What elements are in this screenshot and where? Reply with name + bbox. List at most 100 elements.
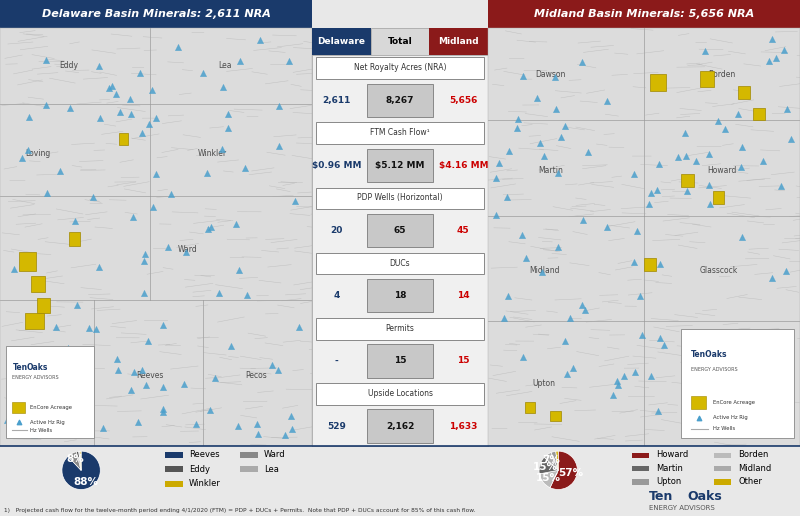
Point — [285, 412, 298, 420]
Text: 5,656: 5,656 — [449, 95, 478, 105]
Point — [22, 112, 35, 121]
Point — [629, 368, 642, 376]
Point — [286, 425, 299, 433]
Point — [12, 418, 25, 426]
Point — [538, 152, 551, 160]
Text: Borden: Borden — [738, 450, 769, 459]
Point — [769, 54, 782, 62]
Wedge shape — [551, 452, 558, 471]
Point — [601, 222, 614, 231]
Bar — [682, 329, 794, 438]
Bar — [6, 346, 94, 438]
Wedge shape — [78, 451, 81, 471]
Point — [516, 230, 529, 238]
Text: Howard: Howard — [707, 166, 737, 175]
Bar — [714, 466, 731, 471]
Bar — [714, 479, 731, 485]
Text: Upton: Upton — [533, 379, 556, 388]
Text: Eddy: Eddy — [189, 465, 210, 474]
Point — [234, 57, 246, 66]
Bar — [18, 252, 36, 271]
Text: Reeves: Reeves — [136, 371, 163, 380]
Point — [27, 430, 40, 439]
Text: Reeves: Reeves — [189, 450, 220, 459]
Point — [293, 323, 306, 331]
Point — [519, 254, 532, 262]
Point — [190, 420, 202, 428]
Text: 57%: 57% — [558, 468, 583, 478]
Bar — [240, 466, 258, 472]
Point — [232, 422, 245, 430]
Text: Martin: Martin — [656, 464, 682, 473]
Point — [517, 353, 530, 362]
Point — [82, 324, 95, 332]
Point — [601, 96, 614, 105]
Point — [567, 364, 580, 372]
Text: Borden: Borden — [708, 70, 736, 79]
Point — [502, 292, 514, 300]
Point — [157, 408, 170, 416]
Point — [204, 223, 217, 232]
Point — [134, 69, 147, 77]
Point — [64, 104, 77, 112]
Text: ENERGY ADVISORS: ENERGY ADVISORS — [650, 505, 715, 511]
Text: Lea: Lea — [218, 61, 231, 71]
Text: Ward: Ward — [264, 450, 286, 459]
Point — [126, 213, 139, 221]
Point — [735, 359, 748, 367]
Point — [672, 153, 685, 162]
Point — [630, 227, 643, 235]
Text: EnCore Acreage: EnCore Acreage — [713, 400, 754, 405]
Text: Midland: Midland — [438, 37, 479, 46]
Point — [577, 215, 590, 223]
Bar — [644, 259, 656, 271]
Point — [611, 380, 624, 389]
Text: Midland Basin Minerals: 5,656 NRA: Midland Basin Minerals: 5,656 NRA — [534, 9, 754, 19]
FancyBboxPatch shape — [316, 187, 483, 209]
Bar — [632, 466, 649, 471]
Text: 7%: 7% — [542, 455, 560, 464]
Point — [735, 392, 748, 400]
Point — [124, 385, 137, 394]
FancyBboxPatch shape — [366, 84, 434, 117]
Bar — [166, 466, 183, 472]
Bar — [690, 396, 706, 409]
Bar — [312, 28, 370, 55]
Wedge shape — [539, 457, 558, 474]
Text: Hz Wells: Hz Wells — [713, 426, 735, 431]
Bar — [682, 174, 694, 187]
Text: ENERGY ADVISORS: ENERGY ADVISORS — [13, 375, 59, 380]
Bar — [370, 28, 430, 55]
Point — [551, 169, 564, 177]
Text: Midland: Midland — [738, 464, 771, 473]
Bar — [738, 86, 750, 100]
Point — [164, 190, 177, 198]
Point — [534, 139, 546, 148]
Point — [135, 366, 148, 374]
Point — [738, 349, 750, 357]
Point — [554, 133, 567, 141]
Point — [106, 82, 118, 90]
Point — [222, 124, 235, 133]
Point — [124, 110, 137, 118]
Bar — [38, 298, 50, 313]
Point — [650, 186, 663, 194]
Text: 15%: 15% — [535, 473, 560, 483]
Text: 88%: 88% — [74, 477, 98, 487]
Point — [678, 128, 691, 137]
Bar — [632, 453, 649, 458]
Point — [157, 382, 170, 391]
Text: Permits: Permits — [386, 324, 414, 333]
Wedge shape — [550, 451, 578, 490]
Point — [642, 200, 655, 208]
Wedge shape — [544, 453, 558, 471]
Point — [86, 193, 99, 201]
Text: Glasscock: Glasscock — [700, 266, 738, 276]
Text: Delaware: Delaware — [318, 37, 366, 46]
Wedge shape — [539, 471, 558, 488]
Point — [718, 125, 731, 133]
Point — [654, 334, 666, 342]
FancyBboxPatch shape — [366, 149, 434, 182]
Point — [252, 430, 265, 438]
Text: Other: Other — [738, 477, 762, 487]
